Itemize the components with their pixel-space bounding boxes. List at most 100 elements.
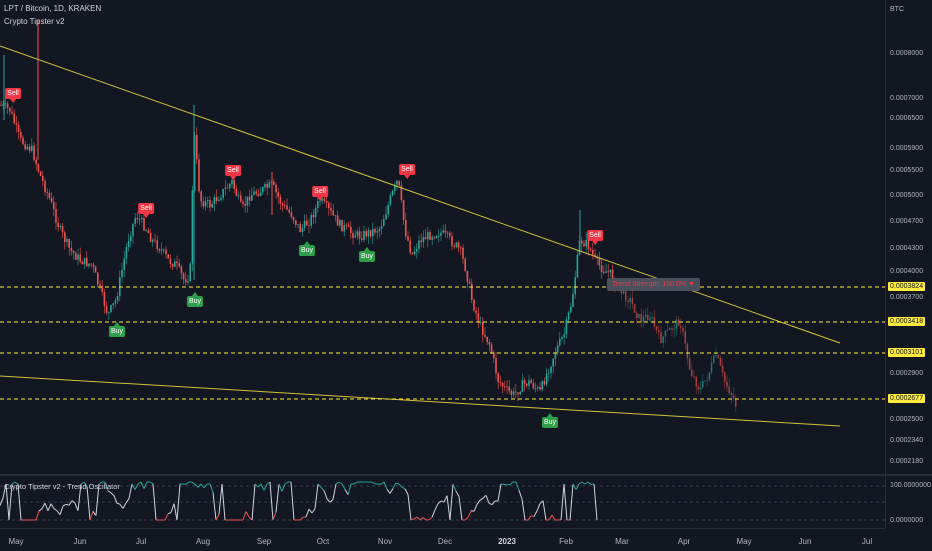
price-tick: 0.0004000 [890, 268, 923, 275]
oscillator-segment [519, 490, 522, 499]
candle-body [711, 363, 713, 373]
candle-body [357, 231, 359, 235]
buy-signal[interactable]: Buy [542, 417, 558, 428]
candle-body [132, 224, 134, 236]
candle-body [286, 205, 288, 209]
buy-signal[interactable]: Buy [299, 245, 315, 256]
candle-body [330, 208, 332, 211]
oscillator-segment [537, 504, 540, 511]
candle-body [502, 383, 504, 386]
candle-body [176, 261, 178, 263]
candle-body [38, 164, 40, 171]
oscillator-segment [435, 504, 438, 510]
candle-body [715, 355, 717, 356]
osc-tick: 0.0000000 [890, 517, 923, 524]
time-label: May [8, 537, 23, 546]
sell-signal[interactable]: Sell [399, 164, 415, 175]
candle-body [341, 220, 343, 231]
oscillator-segment [342, 484, 345, 489]
candle-body [209, 200, 211, 207]
oscillator-segment [165, 514, 168, 520]
time-label: Feb [559, 537, 573, 546]
oscillator-segment [483, 495, 486, 498]
oscillator-segment [336, 482, 339, 484]
candle-body [676, 320, 678, 329]
candle-body [645, 315, 647, 317]
candle-body [273, 182, 275, 185]
sell-signal[interactable]: Sell [312, 186, 328, 197]
symbol-title[interactable]: LPT / Bitcoin, 1D, KRAKEN [4, 4, 101, 13]
candle-body [590, 249, 592, 250]
candle-body [687, 344, 689, 359]
candle-body [440, 233, 442, 236]
candle-body [185, 279, 187, 282]
buy-signal[interactable]: Buy [109, 326, 125, 337]
buy-signal[interactable]: Buy [187, 296, 203, 307]
candle-body [148, 230, 150, 233]
candle-body [673, 329, 675, 330]
candle-body [174, 261, 176, 266]
oscillator-segment [48, 504, 51, 511]
time-axis[interactable]: May Jun Jul Aug Sep Oct Nov Dec 2023 Feb… [0, 528, 885, 551]
oscillator-segment [531, 516, 534, 517]
price-chart[interactable] [0, 0, 885, 474]
sell-signal[interactable]: Sell [5, 88, 21, 99]
candle-body [431, 237, 433, 240]
oscillator-pane[interactable]: Crypto Tipster v2 - Trend Oscillator [0, 476, 885, 528]
candle-body [396, 181, 398, 185]
price-axis[interactable]: BTC 0.0008000 0.0007000 0.0006500 0.0005… [885, 0, 932, 528]
candle-body [181, 266, 183, 273]
candle-body [372, 229, 374, 236]
lower-trendline[interactable] [0, 376, 840, 426]
price-tick: 0.0002900 [890, 370, 923, 377]
candle-body [5, 103, 7, 104]
candle-body [324, 199, 326, 202]
oscillator-segment [111, 493, 114, 496]
candle-body [638, 314, 640, 318]
oscillator-segment [588, 482, 591, 485]
candle-body [464, 259, 466, 272]
candle-body [423, 237, 425, 242]
candle-body [691, 370, 693, 377]
candle-body [218, 200, 220, 201]
oscillator-segment [132, 484, 135, 490]
oscillator-segment [75, 503, 78, 511]
time-label: Jun [799, 537, 812, 546]
main-chart-pane[interactable]: LPT / Bitcoin, 1D, KRAKEN Crypto Tipster… [0, 0, 885, 474]
candle-body [68, 239, 70, 248]
candle-body [398, 181, 400, 185]
candle-body [240, 195, 242, 201]
oscillator-segment [276, 484, 279, 512]
trend-oscillator-plot[interactable] [0, 476, 885, 528]
oscillator-segment [381, 482, 384, 484]
candle-body [665, 331, 667, 337]
time-label: May [736, 537, 751, 546]
candle-body [704, 380, 706, 381]
sell-signal[interactable]: Sell [587, 230, 603, 241]
sell-signal[interactable]: Sell [138, 203, 154, 214]
oscillator-segment [141, 482, 144, 489]
candle-body [550, 367, 552, 373]
candle-body [425, 237, 427, 239]
trend-strength-label: Trend Strength: 100.0% ▼ [607, 278, 700, 291]
candle-body [667, 330, 669, 331]
candle-body [706, 380, 708, 381]
candle-body [275, 185, 277, 192]
candle-body [585, 240, 587, 246]
candle-body [242, 202, 244, 204]
sell-signal[interactable]: Sell [225, 165, 241, 176]
candle-body [418, 240, 420, 248]
candle-body [172, 264, 174, 267]
upper-trendline[interactable] [0, 46, 840, 343]
oscillator-title[interactable]: Crypto Tipster v2 - Trend Oscillator [4, 482, 120, 491]
buy-signal[interactable]: Buy [359, 251, 375, 262]
candle-body [603, 272, 605, 273]
candle-body [313, 215, 315, 217]
oscillator-segment [429, 517, 432, 519]
indicator-title[interactable]: Crypto Tipster v2 [4, 17, 64, 26]
candle-body [97, 273, 99, 285]
oscillator-segment [201, 484, 204, 488]
oscillator-segment [93, 511, 96, 515]
candle-body [500, 382, 502, 383]
candle-body [445, 231, 447, 233]
